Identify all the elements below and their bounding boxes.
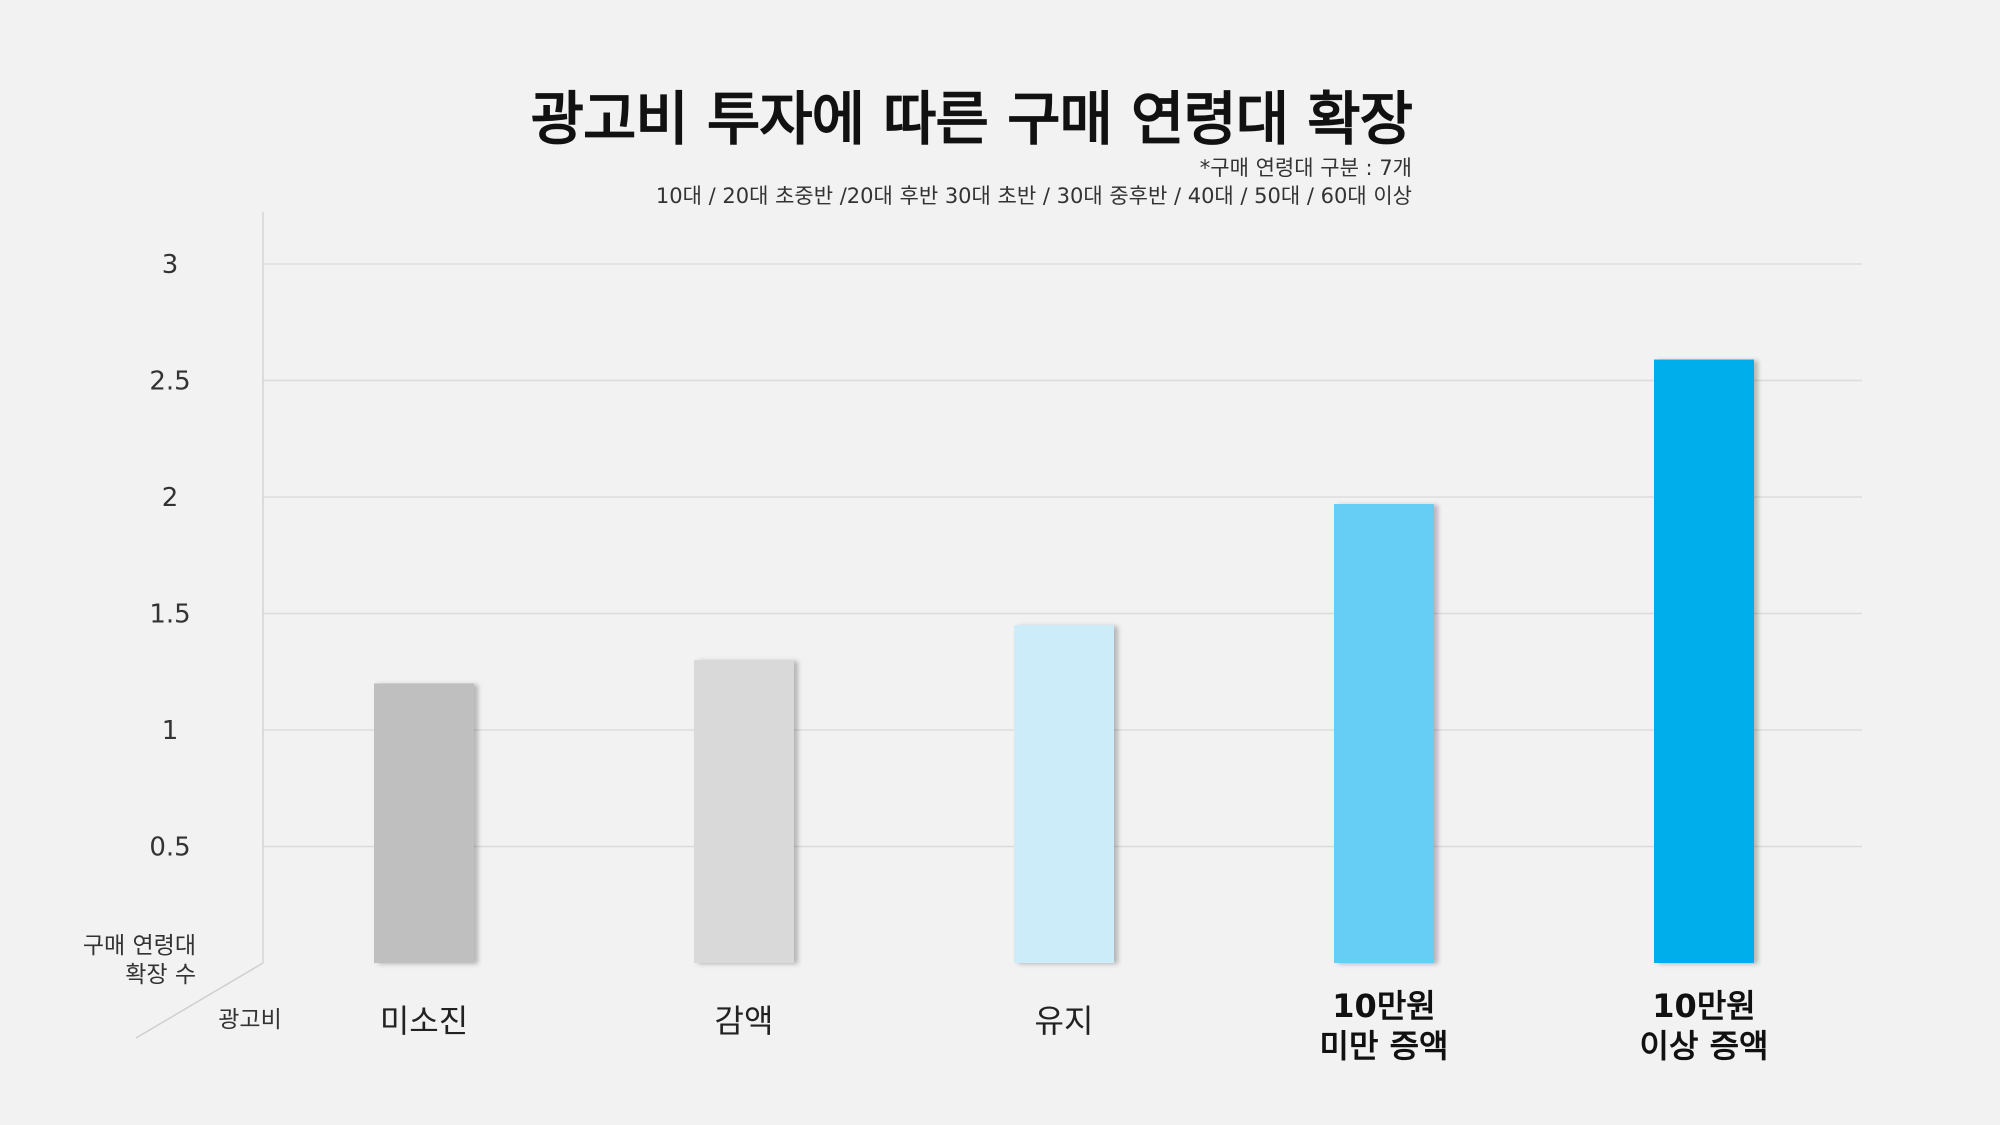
x-category-label: 감액 — [715, 1002, 774, 1040]
y-tick-label: 0.5 — [149, 833, 190, 863]
age-group-note: *구매 연령대 구분 : 7개 — [1199, 156, 1412, 180]
bar — [1334, 503, 1434, 963]
y-axis-title: 구매 연령대 확장 수 — [83, 933, 196, 988]
bar — [374, 683, 474, 963]
y-tick-label: 2.5 — [149, 367, 190, 397]
y-tick-label: 3 — [162, 250, 179, 280]
x-category-label: 10만원 이상 증액 — [1640, 987, 1769, 1065]
bar — [1014, 625, 1114, 963]
x-axis-title: 광고비 — [218, 1007, 281, 1033]
x-category-label: 10만원 미만 증액 — [1320, 987, 1449, 1065]
axis-corner-diagonal — [135, 962, 264, 1039]
bar — [1654, 359, 1754, 963]
y-tick-label: 1 — [162, 716, 179, 746]
y-tick-label: 2 — [162, 483, 179, 513]
x-category-label: 유지 — [1035, 1002, 1094, 1040]
chart-title: 광고비 투자에 따른 구매 연령대 확장 — [530, 85, 1413, 153]
y-tick-label: 1.5 — [149, 600, 190, 630]
bar — [694, 660, 794, 963]
age-group-list: 10대 / 20대 초중반 /20대 후반 30대 초반 / 30대 중후반 /… — [655, 184, 1412, 208]
x-category-label: 미소진 — [380, 1002, 468, 1040]
